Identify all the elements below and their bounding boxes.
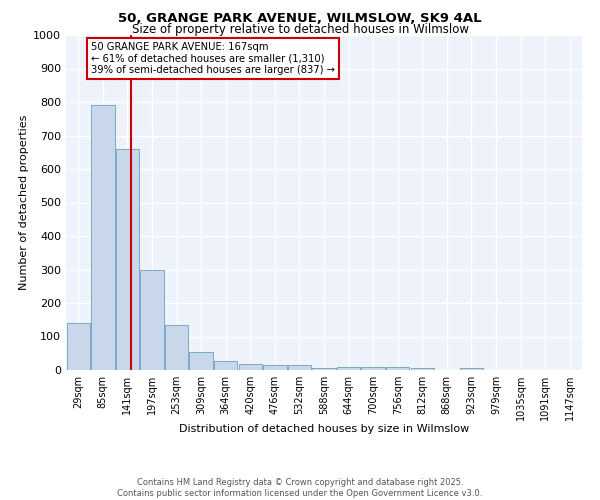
- Bar: [337, 368, 360, 370]
- Text: Size of property relative to detached houses in Wilmslow: Size of property relative to detached ho…: [131, 22, 469, 36]
- Text: 50, GRANGE PARK AVENUE, WILMSLOW, SK9 4AL: 50, GRANGE PARK AVENUE, WILMSLOW, SK9 4A…: [118, 12, 482, 26]
- Bar: [91, 106, 115, 370]
- Bar: [263, 365, 287, 370]
- Bar: [239, 364, 262, 370]
- X-axis label: Distribution of detached houses by size in Wilmslow: Distribution of detached houses by size …: [179, 424, 469, 434]
- Bar: [214, 360, 238, 370]
- Bar: [386, 368, 409, 370]
- Text: Contains HM Land Registry data © Crown copyright and database right 2025.
Contai: Contains HM Land Registry data © Crown c…: [118, 478, 482, 498]
- Bar: [410, 368, 434, 370]
- Y-axis label: Number of detached properties: Number of detached properties: [19, 115, 29, 290]
- Bar: [67, 323, 90, 370]
- Bar: [116, 149, 139, 370]
- Bar: [460, 368, 483, 370]
- Bar: [140, 270, 164, 370]
- Bar: [313, 368, 335, 370]
- Bar: [190, 352, 213, 370]
- Bar: [361, 366, 385, 370]
- Bar: [165, 325, 188, 370]
- Text: 50 GRANGE PARK AVENUE: 167sqm
← 61% of detached houses are smaller (1,310)
39% o: 50 GRANGE PARK AVENUE: 167sqm ← 61% of d…: [91, 42, 335, 75]
- Bar: [288, 365, 311, 370]
